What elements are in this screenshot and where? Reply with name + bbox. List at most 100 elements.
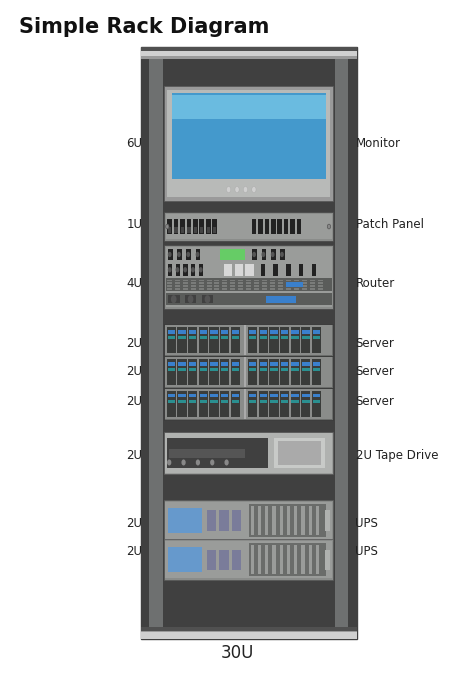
- Bar: [174, 227, 178, 233]
- Bar: [249, 336, 256, 339]
- Bar: [254, 285, 259, 287]
- Circle shape: [327, 224, 331, 229]
- Bar: [270, 330, 278, 333]
- Bar: [246, 264, 254, 276]
- Bar: [191, 280, 196, 281]
- Bar: [269, 327, 279, 353]
- Bar: [301, 327, 310, 353]
- Bar: [164, 388, 333, 420]
- Bar: [166, 247, 332, 307]
- Bar: [182, 288, 188, 289]
- Bar: [167, 359, 176, 385]
- Bar: [199, 280, 204, 281]
- Bar: [278, 280, 283, 281]
- Text: UPS: UPS: [356, 517, 378, 530]
- Bar: [207, 510, 216, 531]
- Bar: [302, 330, 310, 333]
- Bar: [302, 336, 310, 339]
- Bar: [310, 288, 315, 289]
- Text: 2U: 2U: [126, 395, 142, 408]
- Bar: [189, 336, 196, 339]
- Bar: [167, 90, 330, 197]
- Bar: [270, 285, 275, 287]
- Circle shape: [182, 460, 186, 466]
- Bar: [310, 285, 315, 287]
- Bar: [291, 359, 300, 385]
- Bar: [270, 288, 275, 289]
- Bar: [187, 220, 191, 234]
- Bar: [292, 400, 299, 403]
- Bar: [210, 330, 218, 333]
- Bar: [281, 400, 288, 403]
- Bar: [185, 295, 197, 304]
- Text: 6U: 6U: [126, 137, 142, 150]
- Bar: [194, 227, 197, 233]
- Bar: [232, 394, 239, 397]
- Bar: [246, 285, 251, 287]
- Circle shape: [252, 251, 256, 257]
- Bar: [301, 288, 307, 289]
- Bar: [188, 359, 197, 385]
- Bar: [280, 359, 289, 385]
- Circle shape: [225, 460, 229, 466]
- Bar: [221, 394, 228, 397]
- Bar: [210, 336, 218, 339]
- Bar: [281, 368, 288, 370]
- Bar: [294, 283, 299, 284]
- Bar: [284, 220, 289, 234]
- Bar: [165, 433, 332, 473]
- Bar: [175, 288, 180, 289]
- Bar: [270, 394, 278, 397]
- Bar: [270, 336, 278, 339]
- Circle shape: [262, 251, 265, 257]
- Bar: [318, 288, 323, 289]
- Bar: [260, 368, 267, 370]
- Bar: [254, 288, 259, 289]
- Bar: [238, 285, 243, 287]
- Bar: [309, 506, 312, 535]
- Bar: [287, 546, 290, 574]
- Bar: [264, 220, 269, 234]
- Bar: [313, 336, 320, 339]
- Bar: [238, 280, 243, 281]
- Bar: [189, 394, 196, 397]
- Bar: [281, 336, 288, 339]
- Bar: [287, 506, 290, 535]
- Bar: [249, 544, 327, 576]
- Bar: [270, 280, 275, 281]
- Circle shape: [271, 251, 274, 257]
- Bar: [258, 546, 261, 574]
- Text: 2U: 2U: [126, 365, 142, 378]
- Bar: [164, 245, 333, 309]
- Bar: [168, 547, 201, 573]
- Bar: [166, 293, 332, 305]
- Bar: [172, 95, 326, 119]
- Bar: [272, 506, 276, 535]
- Bar: [301, 359, 310, 385]
- Bar: [232, 362, 239, 366]
- Circle shape: [191, 267, 195, 272]
- Bar: [164, 356, 333, 388]
- Bar: [281, 394, 288, 397]
- Bar: [313, 368, 320, 370]
- Bar: [168, 227, 171, 233]
- Bar: [309, 546, 312, 574]
- Bar: [207, 550, 216, 570]
- Bar: [168, 368, 175, 370]
- Bar: [201, 295, 213, 304]
- Bar: [278, 441, 321, 465]
- Bar: [260, 394, 267, 397]
- Bar: [244, 326, 246, 355]
- Bar: [301, 391, 310, 417]
- Bar: [220, 359, 229, 385]
- Bar: [168, 264, 172, 276]
- Bar: [266, 295, 296, 303]
- Bar: [141, 49, 357, 56]
- Bar: [232, 400, 239, 403]
- Circle shape: [171, 295, 176, 304]
- Bar: [278, 288, 283, 289]
- Text: 4U: 4U: [126, 277, 142, 291]
- Bar: [286, 285, 291, 287]
- Bar: [200, 220, 204, 234]
- Bar: [207, 283, 211, 284]
